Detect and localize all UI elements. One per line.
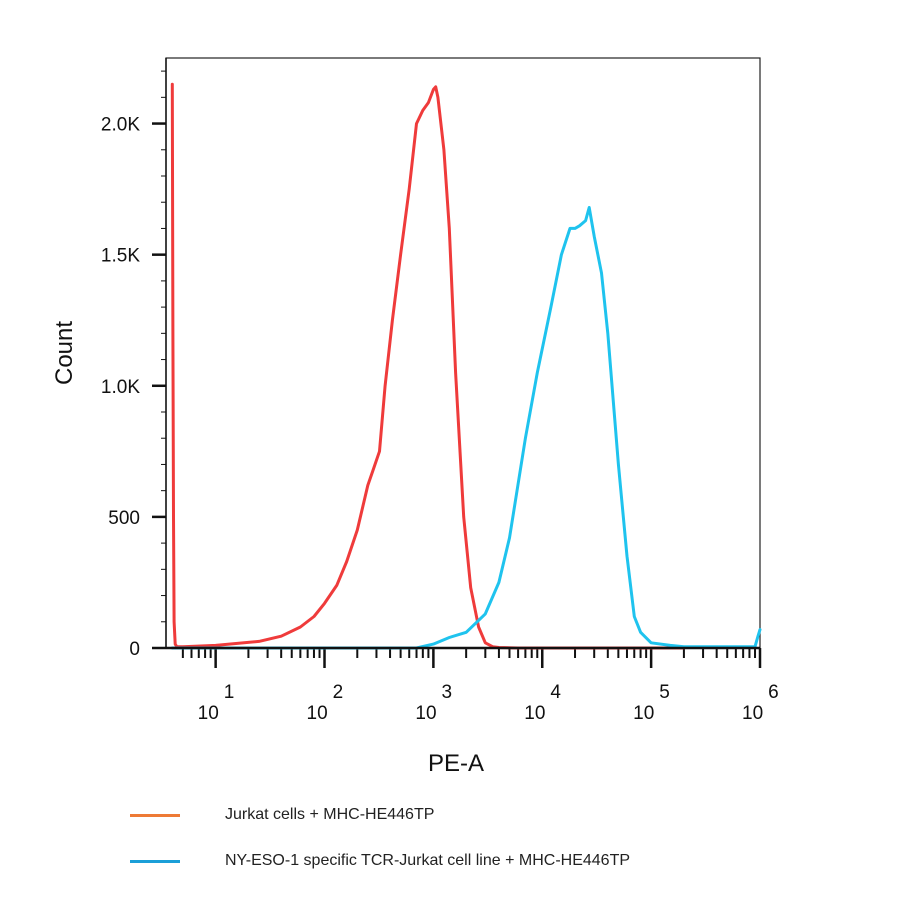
x-tick-label: 106 — [742, 682, 779, 724]
legend-swatch-jurkat — [130, 813, 180, 817]
legend-item: Jurkat cells + MHC-HE446TP — [130, 803, 830, 827]
y-tick-label: 1.0K — [101, 377, 140, 398]
y-axis-minor-ticks — [161, 70, 166, 623]
series-line-tcr-jurkat — [170, 206, 762, 650]
x-tick-label: 105 — [633, 682, 670, 724]
y-tick-label: 500 — [108, 508, 140, 529]
x-axis-minor-ticks — [181, 648, 757, 658]
x-axis-ticks: 101 102 103 104 105 106 — [198, 648, 779, 724]
plot-frame — [165, 57, 761, 649]
y-axis-ticks: 0 500 1.0K 1.5K 2.0K — [101, 115, 166, 660]
y-tick-label: 2.0K — [101, 115, 140, 136]
legend-item: NY-ESO-1 specific TCR-Jurkat cell line +… — [130, 849, 830, 873]
legend-swatch-tcr-jurkat — [130, 859, 180, 863]
y-axis-title: Count — [51, 321, 78, 385]
y-tick-label: 1.5K — [101, 246, 140, 267]
x-tick-label: 104 — [524, 682, 561, 724]
x-tick-label: 103 — [415, 682, 452, 724]
flow-cytometry-histogram: 0 500 1.0K 1.5K 2.0K 101 102 103 104 105 106 Coun… — [51, 57, 779, 777]
y-tick-label: 0 — [129, 639, 140, 660]
x-tick-label: 102 — [307, 682, 344, 724]
legend-label-tcr-jurkat: NY-ESO-1 specific TCR-Jurkat cell line +… — [225, 852, 631, 869]
x-tick-label: 101 — [198, 682, 235, 724]
x-axis-title: PE-A — [428, 750, 484, 777]
series-layer — [170, 82, 762, 650]
legend-label-jurkat: Jurkat cells + MHC-HE446TP — [225, 806, 435, 823]
series-line-jurkat — [170, 82, 686, 650]
